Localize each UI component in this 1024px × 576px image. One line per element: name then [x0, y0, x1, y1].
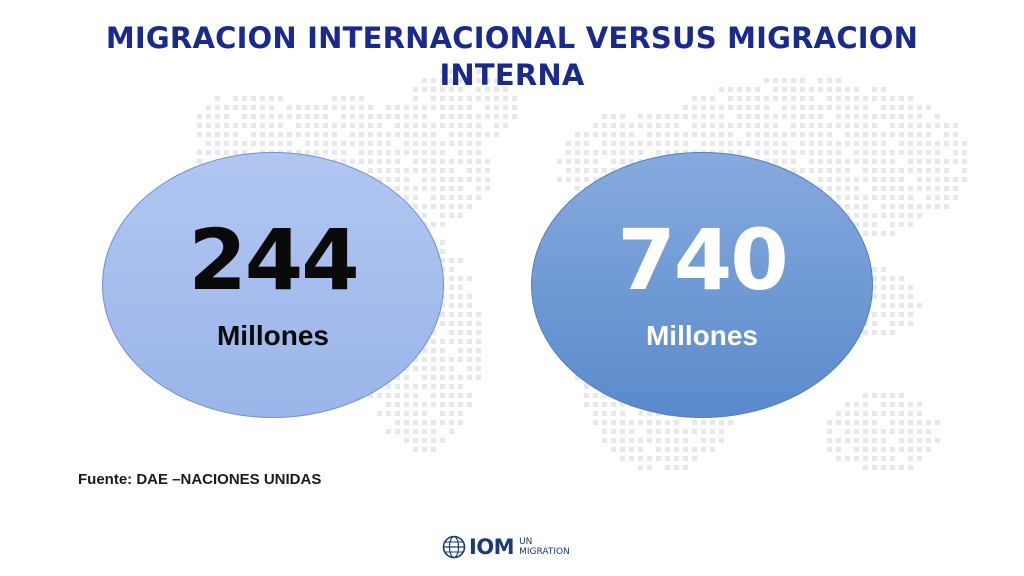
stat-unit-internal: Millones	[645, 320, 758, 351]
logo-un: UN	[519, 537, 533, 547]
stat-circle-internal: 740 Millones	[531, 152, 873, 418]
source-note: Fuente: DAE –NACIONES UNIDAS	[78, 471, 322, 488]
logo-migration: MIGRATION	[519, 547, 570, 557]
iom-globe-logo-icon	[442, 535, 466, 559]
stat-value-internal: 740	[617, 211, 788, 309]
stat-value-international: 244	[188, 211, 359, 309]
stat-unit-international: Millones	[216, 320, 329, 351]
stat-circle-international: 244 Millones	[102, 152, 444, 418]
slide-title: MIGRACION INTERNACIONAL VERSUS MIGRACION…	[105, 21, 919, 92]
logo-text: IOM	[469, 535, 515, 559]
logo-subtext: UN MIGRATION	[519, 537, 570, 557]
iom-logo: IOM UN MIGRATION	[442, 534, 570, 560]
